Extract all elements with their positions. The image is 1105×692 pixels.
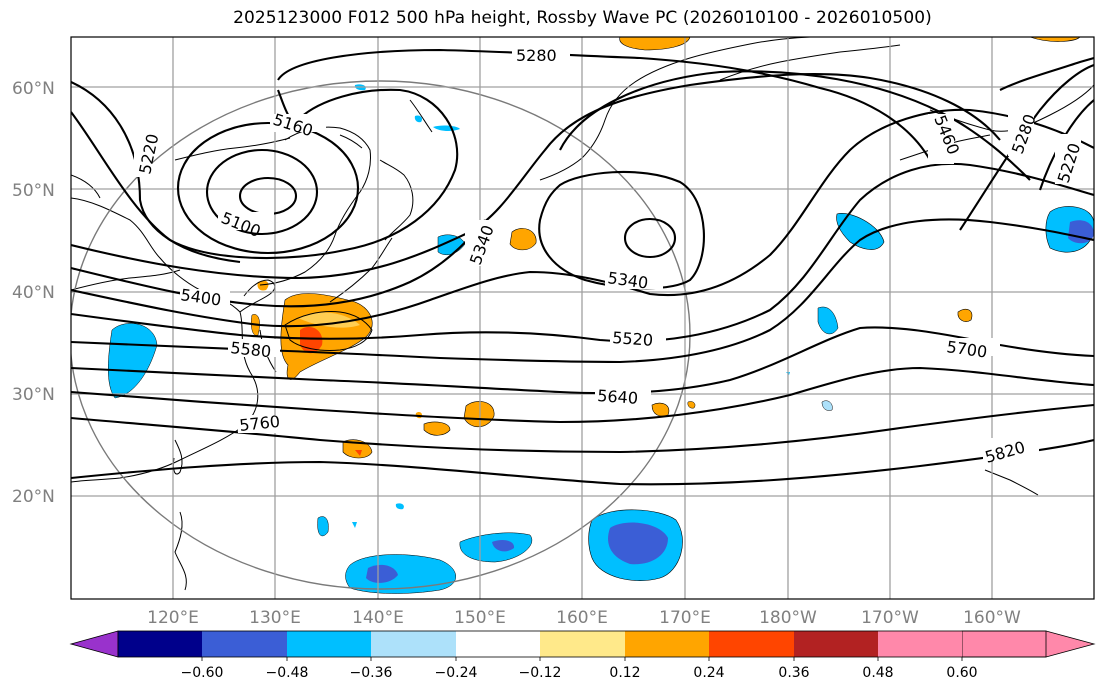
contour-label: 5580	[230, 338, 272, 361]
colorbar-tick-label: 0.60	[946, 665, 977, 681]
colorbar-segment	[625, 631, 709, 657]
lat-label: 20°N	[12, 487, 55, 507]
colorbar-segment	[202, 631, 287, 657]
lon-label: 180°W	[759, 608, 817, 628]
contour-label: 5760	[238, 412, 280, 435]
colorbar-tick-label: −0.36	[350, 665, 393, 681]
lon-label: 140°E	[352, 608, 404, 628]
latitude-labels: 60°N 50°N 40°N 30°N 20°N	[12, 79, 55, 507]
lat-label: 50°N	[12, 181, 55, 201]
map-title: 2025123000 F012 500 hPa height, Rossby W…	[233, 8, 932, 28]
colorbar-tick-label: 0.24	[693, 665, 724, 681]
colorbar-tick-label: 0.36	[778, 665, 809, 681]
colorbar-segment	[371, 631, 456, 657]
colorbar-tick-label: −0.24	[435, 665, 478, 681]
contour-label-masks	[134, 46, 1081, 460]
colorbar-tick-label: −0.48	[266, 665, 309, 681]
lat-label: 30°N	[12, 385, 55, 405]
lon-label: 130°E	[249, 608, 301, 628]
colorbar-segment	[540, 631, 625, 657]
colorbar-tick-label: 0.12	[609, 665, 640, 681]
colorbar-segment	[709, 631, 794, 657]
map-border	[70, 36, 1095, 600]
lon-label: 170°E	[659, 608, 711, 628]
lat-label: 60°N	[12, 79, 55, 99]
colorbar-tick-label: 0.48	[862, 665, 893, 681]
lat-label: 40°N	[12, 283, 55, 303]
colorbar-segment	[878, 631, 962, 657]
lon-label: 150°E	[454, 608, 506, 628]
lon-label: 120°E	[147, 608, 199, 628]
colorbar-segment	[118, 631, 202, 657]
colorbar-over-arrow	[961, 630, 1096, 658]
colorbar-outline	[117, 630, 1047, 658]
anomaly-shading	[108, 37, 1094, 594]
colorbar-ticks	[201, 657, 963, 661]
lon-label: 160°W	[963, 608, 1021, 628]
contour-label: 5280	[516, 46, 557, 65]
contour-label: 5520	[612, 328, 654, 350]
colorbar: −0.60 −0.48 −0.36 −0.24 −0.12 0.12 0.24 …	[69, 630, 1096, 681]
lon-label: 170°W	[861, 608, 919, 628]
longitude-labels: 120°E 130°E 140°E 150°E 160°E 170°E 180°…	[147, 608, 1021, 628]
colorbar-segment	[456, 631, 540, 657]
colorbar-segment	[287, 631, 371, 657]
colorbar-tick-label: −0.60	[181, 665, 224, 681]
colorbar-tick-label: −0.12	[519, 665, 562, 681]
lon-label: 160°E	[556, 608, 608, 628]
colorbar-tick-labels: −0.60 −0.48 −0.36 −0.24 −0.12 0.12 0.24 …	[181, 665, 978, 681]
contour-label: 5640	[597, 386, 639, 408]
colorbar-under-arrow	[69, 630, 119, 658]
colorbar-segment	[794, 631, 878, 657]
